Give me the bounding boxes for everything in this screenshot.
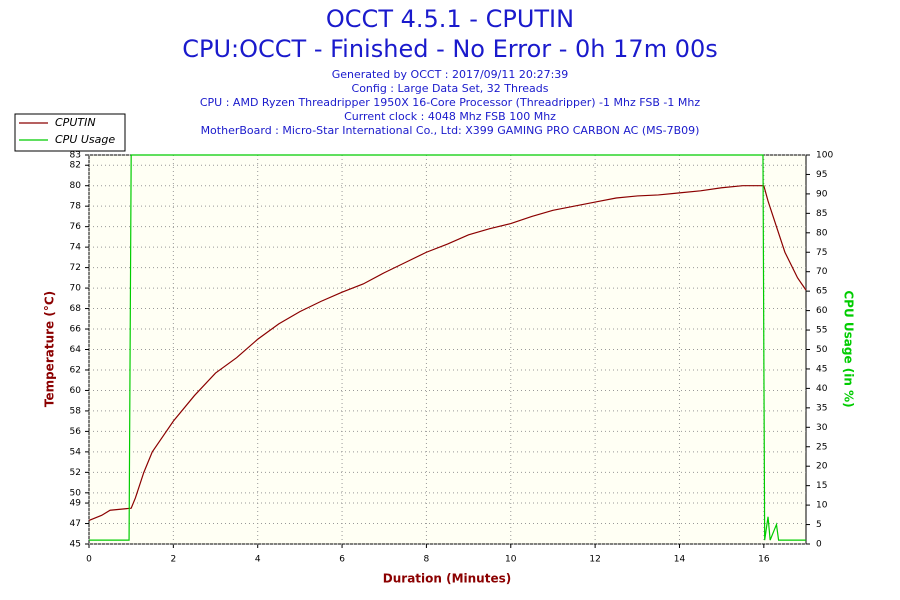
info-line: CPU : AMD Ryzen Threadripper 1950X 16-Co… [200,96,700,109]
y-tick-label: 45 [70,540,81,550]
y2-axis-title: CPU Usage (in %) [842,290,856,407]
y2-tick-label: 0 [816,540,822,550]
x-tick-label: 0 [86,555,92,565]
y-tick-label: 80 [70,181,82,191]
y-tick-label: 72 [70,263,81,273]
chart-subtitle: CPU:OCCT - Finished - No Error - 0h 17m … [182,35,718,63]
info-line: Config : Large Data Set, 32 Threads [352,82,549,95]
x-axis-title: Duration (Minutes) [383,572,511,586]
y-tick-label: 50 [70,488,82,498]
y-tick-label: 83 [70,151,81,161]
y-tick-label: 74 [70,243,82,253]
y-tick-label: 70 [70,284,82,294]
x-tick-label: 6 [339,555,345,565]
y2-tick-label: 85 [816,209,827,219]
info-line: MotherBoard : Micro-Star International C… [201,124,700,137]
chart-title: OCCT 4.5.1 - CPUTIN [326,5,574,33]
info-line: Current clock : 4048 Mhz FSB 100 Mhz [344,110,556,123]
y2-tick-label: 65 [816,287,827,297]
series-line [88,185,807,522]
y2-tick-label: 30 [816,423,828,433]
y-tick-label: 49 [70,499,82,509]
legend [14,113,126,152]
y-tick-label: 60 [70,386,82,396]
y-tick-label: 64 [70,345,82,355]
legend-label: CPUTIN [55,116,96,129]
info-line: Generated by OCCT : 2017/09/11 20:27:39 [332,68,569,81]
x-tick-label: 8 [424,555,430,565]
x-tick-label: 4 [255,555,261,565]
y-tick-label: 82 [70,161,81,171]
y-tick-label: 54 [70,447,82,457]
y2-tick-label: 60 [816,306,828,316]
y2-tick-label: 45 [816,364,827,374]
y2-tick-label: 50 [816,345,828,355]
y2-tick-label: 5 [816,520,822,530]
y2-tick-label: 70 [816,267,828,277]
y2-tick-label: 10 [816,501,828,511]
y-tick-label: 62 [70,365,81,375]
plot-area [88,154,807,545]
y-axis-title: Temperature (°C) [43,291,57,407]
y2-tick-label: 95 [816,170,827,180]
y2-tick-label: 25 [816,442,827,452]
y-tick-label: 58 [70,406,82,416]
y2-tick-label: 75 [816,248,827,258]
x-tick-label: 10 [505,555,517,565]
y-tick-label: 56 [70,427,82,437]
y-tick-label: 66 [70,325,82,335]
series-line [89,154,806,541]
y2-tick-label: 20 [816,462,828,472]
y2-tick-label: 90 [816,189,828,199]
x-tick-label: 12 [589,555,600,565]
y-tick-label: 78 [70,202,82,212]
y2-tick-label: 40 [816,384,828,394]
y2-tick-label: 100 [816,151,833,161]
y-tick-label: 47 [70,519,81,529]
y-tick-label: 52 [70,468,81,478]
y2-tick-label: 80 [816,228,828,238]
x-tick-label: 2 [170,555,176,565]
y2-tick-label: 35 [816,403,827,413]
y-tick-label: 68 [70,304,82,314]
x-tick-label: 16 [758,555,770,565]
x-tick-label: 14 [674,555,686,565]
y2-tick-label: 15 [816,481,827,491]
legend-label: CPU Usage [55,133,115,146]
y2-tick-label: 55 [816,326,827,336]
y-tick-label: 76 [70,222,82,232]
